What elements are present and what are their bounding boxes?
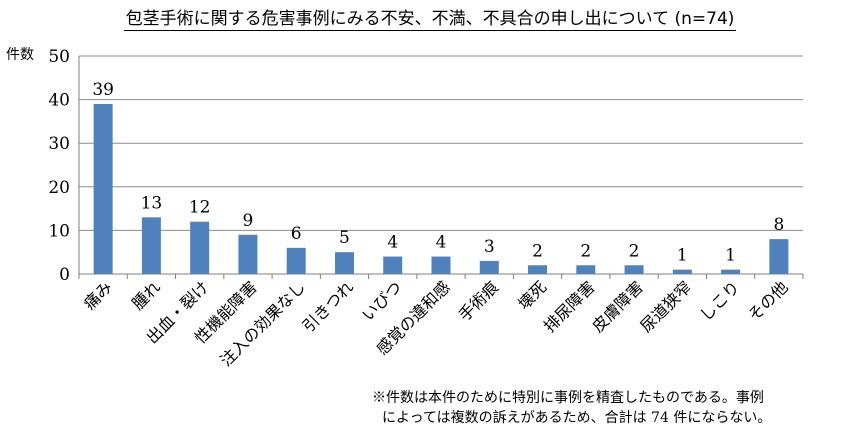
x-tick-label: 壊死 <box>514 277 550 313</box>
y-axis-label: 件数 <box>6 47 34 63</box>
data-labels: 39 13 12 9 6 5 4 4 3 2 2 2 1 1 8 <box>92 80 784 266</box>
y-tick-labels: 0 10 20 30 40 50 <box>48 47 70 285</box>
bar <box>721 269 741 274</box>
bar <box>190 221 210 274</box>
axes <box>78 56 804 279</box>
bar <box>141 217 161 274</box>
x-tick-label: 手術痕 <box>455 277 502 324</box>
data-label: 4 <box>387 233 398 253</box>
data-label: 1 <box>677 246 688 266</box>
x-tick-label: いびつ <box>358 277 405 324</box>
y-tick-label: 20 <box>48 178 70 198</box>
footnote-line-2: によっては複数の訴えがあるため、合計は 74 件にならない。 <box>382 410 772 426</box>
x-tick-label: 尿道狭窄 <box>636 277 695 336</box>
data-label: 9 <box>243 211 254 231</box>
bar <box>93 103 113 275</box>
data-label: 13 <box>141 193 163 213</box>
data-label: 2 <box>580 241 591 261</box>
y-tick-label: 0 <box>59 265 70 285</box>
x-tick-label: その他 <box>744 277 791 324</box>
x-tick-label: 引きつれ <box>299 277 358 336</box>
bar <box>672 269 692 274</box>
data-label: 2 <box>629 241 640 261</box>
x-tick-label: 痛み <box>80 277 116 313</box>
data-label: 6 <box>291 224 302 244</box>
x-tick-label: 注入の効果なし <box>216 277 309 370</box>
footnote: ※件数は本件のために特別に事例を精査したものである。事例 によっては複数の訴えが… <box>372 388 771 428</box>
y-tick-label: 40 <box>48 91 70 111</box>
footnote-line-1: ※件数は本件のために特別に事例を精査したものである。事例 <box>372 390 764 406</box>
x-tick-label: 腫れ <box>128 277 164 313</box>
data-label: 2 <box>532 241 543 261</box>
chart-title-text: 包茎手術に関する危害事例にみる不安、不満、不具合の申し出について (n=74) <box>123 9 737 31</box>
bar <box>528 265 548 274</box>
x-tick-label: 皮膚障害 <box>588 277 647 336</box>
bar <box>431 256 451 274</box>
data-label: 8 <box>773 215 784 235</box>
bar <box>383 256 403 274</box>
bar <box>576 265 596 274</box>
y-tick-label: 10 <box>48 221 70 241</box>
bars <box>93 103 789 275</box>
data-label: 3 <box>484 237 495 257</box>
x-tick-label: 排尿障害 <box>540 277 599 336</box>
bar <box>238 234 258 274</box>
bar <box>624 265 644 274</box>
data-label: 12 <box>189 198 211 218</box>
y-tick-label: 30 <box>48 134 70 154</box>
data-label: 1 <box>725 246 736 266</box>
x-tick-label: しこり <box>696 277 743 324</box>
data-label: 5 <box>339 228 350 248</box>
data-label: 39 <box>92 80 114 100</box>
data-label: 4 <box>436 233 447 253</box>
y-tick-label: 50 <box>48 47 70 67</box>
bar <box>334 252 354 274</box>
bar <box>286 247 306 274</box>
bar <box>479 260 499 274</box>
gridlines <box>79 55 803 231</box>
bar <box>769 239 789 274</box>
chart-title: 包茎手術に関する危害事例にみる不安、不満、不具合の申し出について (n=74) <box>0 4 860 31</box>
